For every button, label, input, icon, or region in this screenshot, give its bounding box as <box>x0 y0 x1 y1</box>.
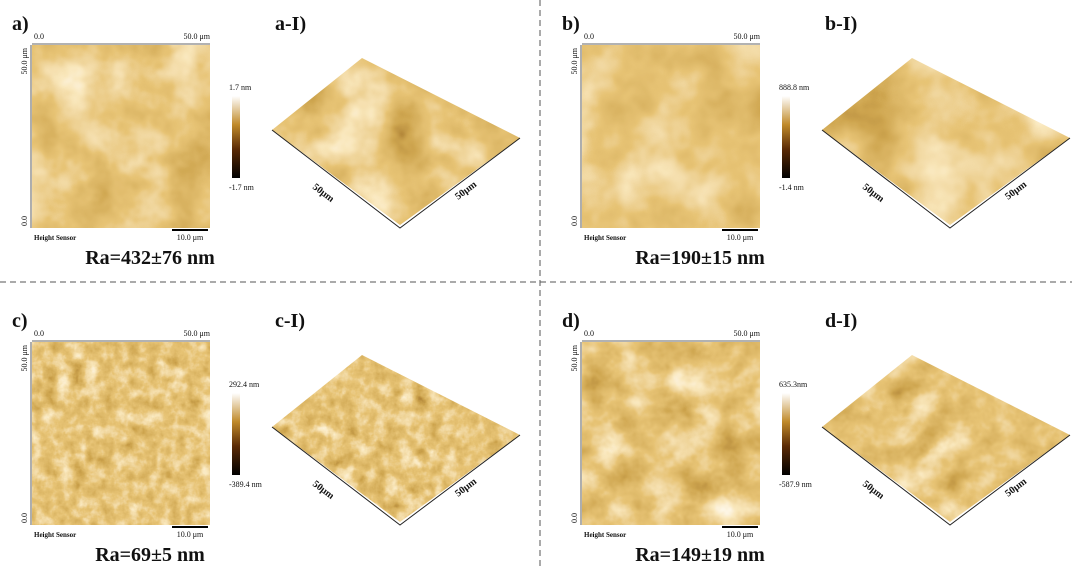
axis-x-3d: 50μm <box>860 479 886 503</box>
x-start: 0.0 <box>34 32 44 41</box>
panel-label: c) <box>12 310 28 332</box>
panel-label: b) <box>562 13 580 35</box>
roughness: Ra=149±19 nm <box>635 544 765 566</box>
scale-max: 1.7 nm <box>229 83 252 92</box>
scale-max: 292.4 nm <box>229 380 260 389</box>
afm-image <box>582 342 760 525</box>
scale-min: -1.4 nm <box>779 183 805 192</box>
panel-label: a) <box>12 13 29 35</box>
x-start: 0.0 <box>584 329 594 338</box>
sensor-label: Height Sensor <box>584 234 626 242</box>
x-end: 50.0 μm <box>733 32 760 41</box>
color-bar <box>232 96 240 178</box>
roughness: Ra=190±15 nm <box>635 247 765 269</box>
y-end: 50.0 μm <box>20 344 29 371</box>
scale-min: -587.9 nm <box>779 480 813 489</box>
color-bar <box>782 393 790 475</box>
sensor-label: Height Sensor <box>584 531 626 539</box>
sensor-label: Height Sensor <box>34 234 76 242</box>
y-start: 0.0 <box>20 513 29 523</box>
axis-x-3d: 50μm <box>310 479 336 503</box>
afm-image <box>32 45 210 228</box>
view3d-label: b-I) <box>825 13 857 35</box>
x-end: 50.0 μm <box>733 329 760 338</box>
scale-bar-label: 10.0 μm <box>177 233 204 242</box>
y-end: 50.0 μm <box>20 47 29 74</box>
surface-3d <box>822 355 1070 522</box>
axis-x-3d: 50μm <box>310 182 336 206</box>
afm-image <box>32 342 210 525</box>
x-start: 0.0 <box>584 32 594 41</box>
panel: b) 0.0 50.0 μm 50.0 μm 0.0 888.8 nm -1.4 nm Hei… <box>562 13 1070 269</box>
view3d-label: c-I) <box>275 310 305 332</box>
y-start: 0.0 <box>570 216 579 226</box>
sensor-label: Height Sensor <box>34 531 76 539</box>
surface-3d <box>822 58 1070 225</box>
scale-max: 635.3nm <box>779 380 808 389</box>
scale-min: -389.4 nm <box>229 480 263 489</box>
x-end: 50.0 μm <box>183 329 210 338</box>
scale-bar-label: 10.0 μm <box>177 530 204 539</box>
panel: a) 0.0 50.0 μm 50.0 μm 0.0 1.7 nm -1.7 nm Heigh… <box>12 13 520 269</box>
axis-x-3d: 50μm <box>860 182 886 206</box>
x-end: 50.0 μm <box>183 32 210 41</box>
view3d-label: d-I) <box>825 310 857 332</box>
color-bar <box>782 96 790 178</box>
panel-label: d) <box>562 310 580 332</box>
panel: d) 0.0 50.0 μm 50.0 μm 0.0 635.3nm -587.9 nm He… <box>562 310 1070 566</box>
afm-image <box>582 45 760 228</box>
roughness: Ra=432±76 nm <box>85 247 215 269</box>
surface-3d <box>272 355 520 522</box>
surface-3d <box>272 58 520 225</box>
roughness: Ra=69±5 nm <box>95 544 205 566</box>
y-start: 0.0 <box>20 216 29 226</box>
x-start: 0.0 <box>34 329 44 338</box>
scale-bar-label: 10.0 μm <box>727 233 754 242</box>
panel: c) 0.0 50.0 μm 50.0 μm 0.0 292.4 nm -389.4 nm H… <box>12 310 520 566</box>
scale-min: -1.7 nm <box>229 183 255 192</box>
scale-bar-label: 10.0 μm <box>727 530 754 539</box>
figure: a) 0.0 50.0 μm 50.0 μm 0.0 1.7 nm -1.7 nm Heigh… <box>0 0 1072 568</box>
y-start: 0.0 <box>570 513 579 523</box>
scale-max: 888.8 nm <box>779 83 810 92</box>
view3d-label: a-I) <box>275 13 306 35</box>
y-end: 50.0 μm <box>570 344 579 371</box>
color-bar <box>232 393 240 475</box>
y-end: 50.0 μm <box>570 47 579 74</box>
